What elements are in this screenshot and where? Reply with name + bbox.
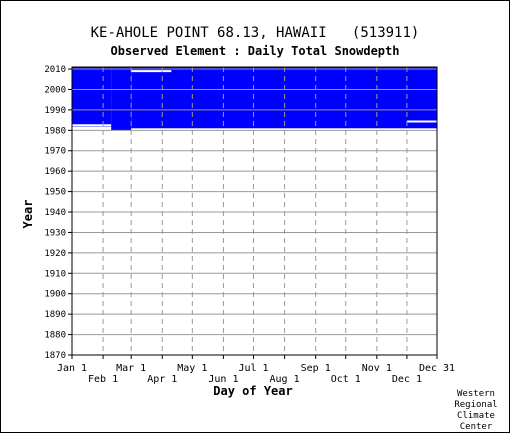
y-axis-label: Year bbox=[21, 200, 35, 229]
x-tick-label: Aug 1 bbox=[270, 374, 300, 385]
y-tick-label: 1900 bbox=[44, 290, 66, 300]
y-tick-label: 1910 bbox=[44, 269, 66, 279]
x-tick-label: Jan 1 bbox=[57, 363, 87, 374]
chart-subtitle: Observed Element : Daily Total Snowdepth bbox=[110, 44, 400, 58]
credit-line: Center bbox=[459, 422, 493, 432]
plot-border bbox=[71, 66, 438, 356]
y-tick-label: 1890 bbox=[44, 310, 66, 320]
data-block bbox=[131, 67, 437, 129]
x-tick-label: Mar 1 bbox=[116, 363, 146, 374]
y-tick-label: 1920 bbox=[44, 249, 66, 259]
y-tick-label: 2000 bbox=[44, 85, 66, 95]
x-axis-label: Day of Year bbox=[213, 384, 292, 398]
x-tick-label: Jul 1 bbox=[238, 363, 268, 374]
y-tick-label: 1880 bbox=[44, 331, 66, 341]
x-tick-label: Feb 1 bbox=[88, 374, 118, 385]
y-tick-label: 1870 bbox=[44, 351, 66, 361]
data-block bbox=[72, 67, 112, 129]
y-tick-label: 1940 bbox=[44, 208, 66, 218]
tick-layer: 1870 1880 1890 1900 1910 1920 1930 1940 1950 1960… bbox=[44, 65, 455, 385]
data-layer bbox=[72, 67, 437, 131]
y-tick-label: 1970 bbox=[44, 147, 66, 157]
credit-line: Western bbox=[457, 389, 495, 399]
x-tick-label: Dec 31 bbox=[419, 363, 455, 374]
x-tick-label: Jun 1 bbox=[208, 374, 238, 385]
data-block bbox=[111, 67, 132, 131]
x-tick-label: May 1 bbox=[177, 363, 207, 374]
y-tick-label: 1950 bbox=[44, 188, 66, 198]
y-tick-label: 1990 bbox=[44, 106, 66, 116]
y-tick-label: 1960 bbox=[44, 167, 66, 177]
y-tick-label: 1930 bbox=[44, 228, 66, 238]
x-tick-label: Apr 1 bbox=[147, 374, 177, 385]
x-tick-label: Sep 1 bbox=[301, 363, 331, 374]
credit-line: Regional bbox=[454, 400, 498, 410]
x-tick-label: Oct 1 bbox=[331, 374, 361, 385]
credit-line: Climate bbox=[457, 411, 495, 421]
y-tick-label: 1980 bbox=[44, 126, 66, 136]
y-tick-label: 2010 bbox=[44, 65, 66, 75]
grid-layer bbox=[71, 67, 438, 356]
x-tick-label: Dec 1 bbox=[392, 374, 422, 385]
chart-title: KE-AHOLE POINT 68.13, HAWAII (513911) bbox=[90, 25, 420, 41]
x-tick-label: Nov 1 bbox=[362, 363, 392, 374]
credit-block: Western Regional Climate Center bbox=[448, 389, 504, 433]
